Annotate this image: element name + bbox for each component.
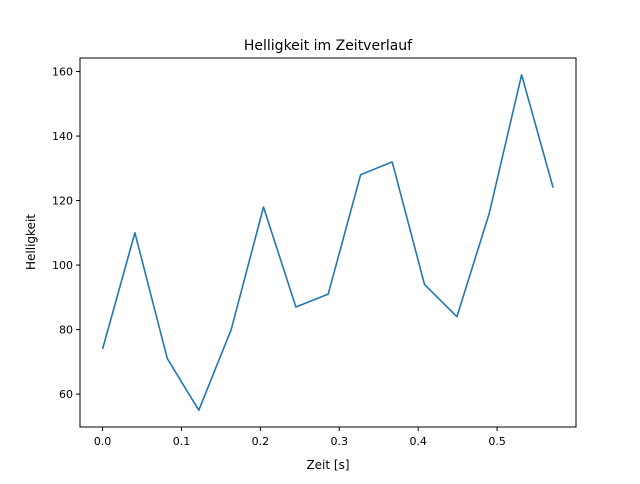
x-tick-label: 0.5 xyxy=(488,435,506,448)
x-axis-label: Zeit [s] xyxy=(306,458,349,472)
y-axis: 60 80 100 120 140 160 xyxy=(52,66,80,402)
y-tick-label: 120 xyxy=(52,195,73,208)
y-tick-label: 140 xyxy=(52,130,73,143)
plot-lines xyxy=(103,75,554,410)
y-tick-label: 80 xyxy=(59,324,73,337)
y-tick-label: 160 xyxy=(52,66,73,79)
x-tick-label: 0.2 xyxy=(252,435,270,448)
y-tick-label: 60 xyxy=(59,388,73,401)
x-tick-label: 0.3 xyxy=(331,435,349,448)
x-tick-label: 0.0 xyxy=(94,435,112,448)
y-tick-label: 100 xyxy=(52,259,73,272)
x-tick-label: 0.4 xyxy=(409,435,427,448)
y-axis-label: Helligkeit xyxy=(24,214,38,270)
x-axis: 0.0 0.1 0.2 0.3 0.4 0.5 xyxy=(94,427,506,448)
axes-frame xyxy=(80,58,576,427)
series-line-helligkeit xyxy=(103,75,553,410)
x-tick-label: 0.1 xyxy=(173,435,191,448)
chart-title: Helligkeit im Zeitverlauf xyxy=(244,38,413,54)
